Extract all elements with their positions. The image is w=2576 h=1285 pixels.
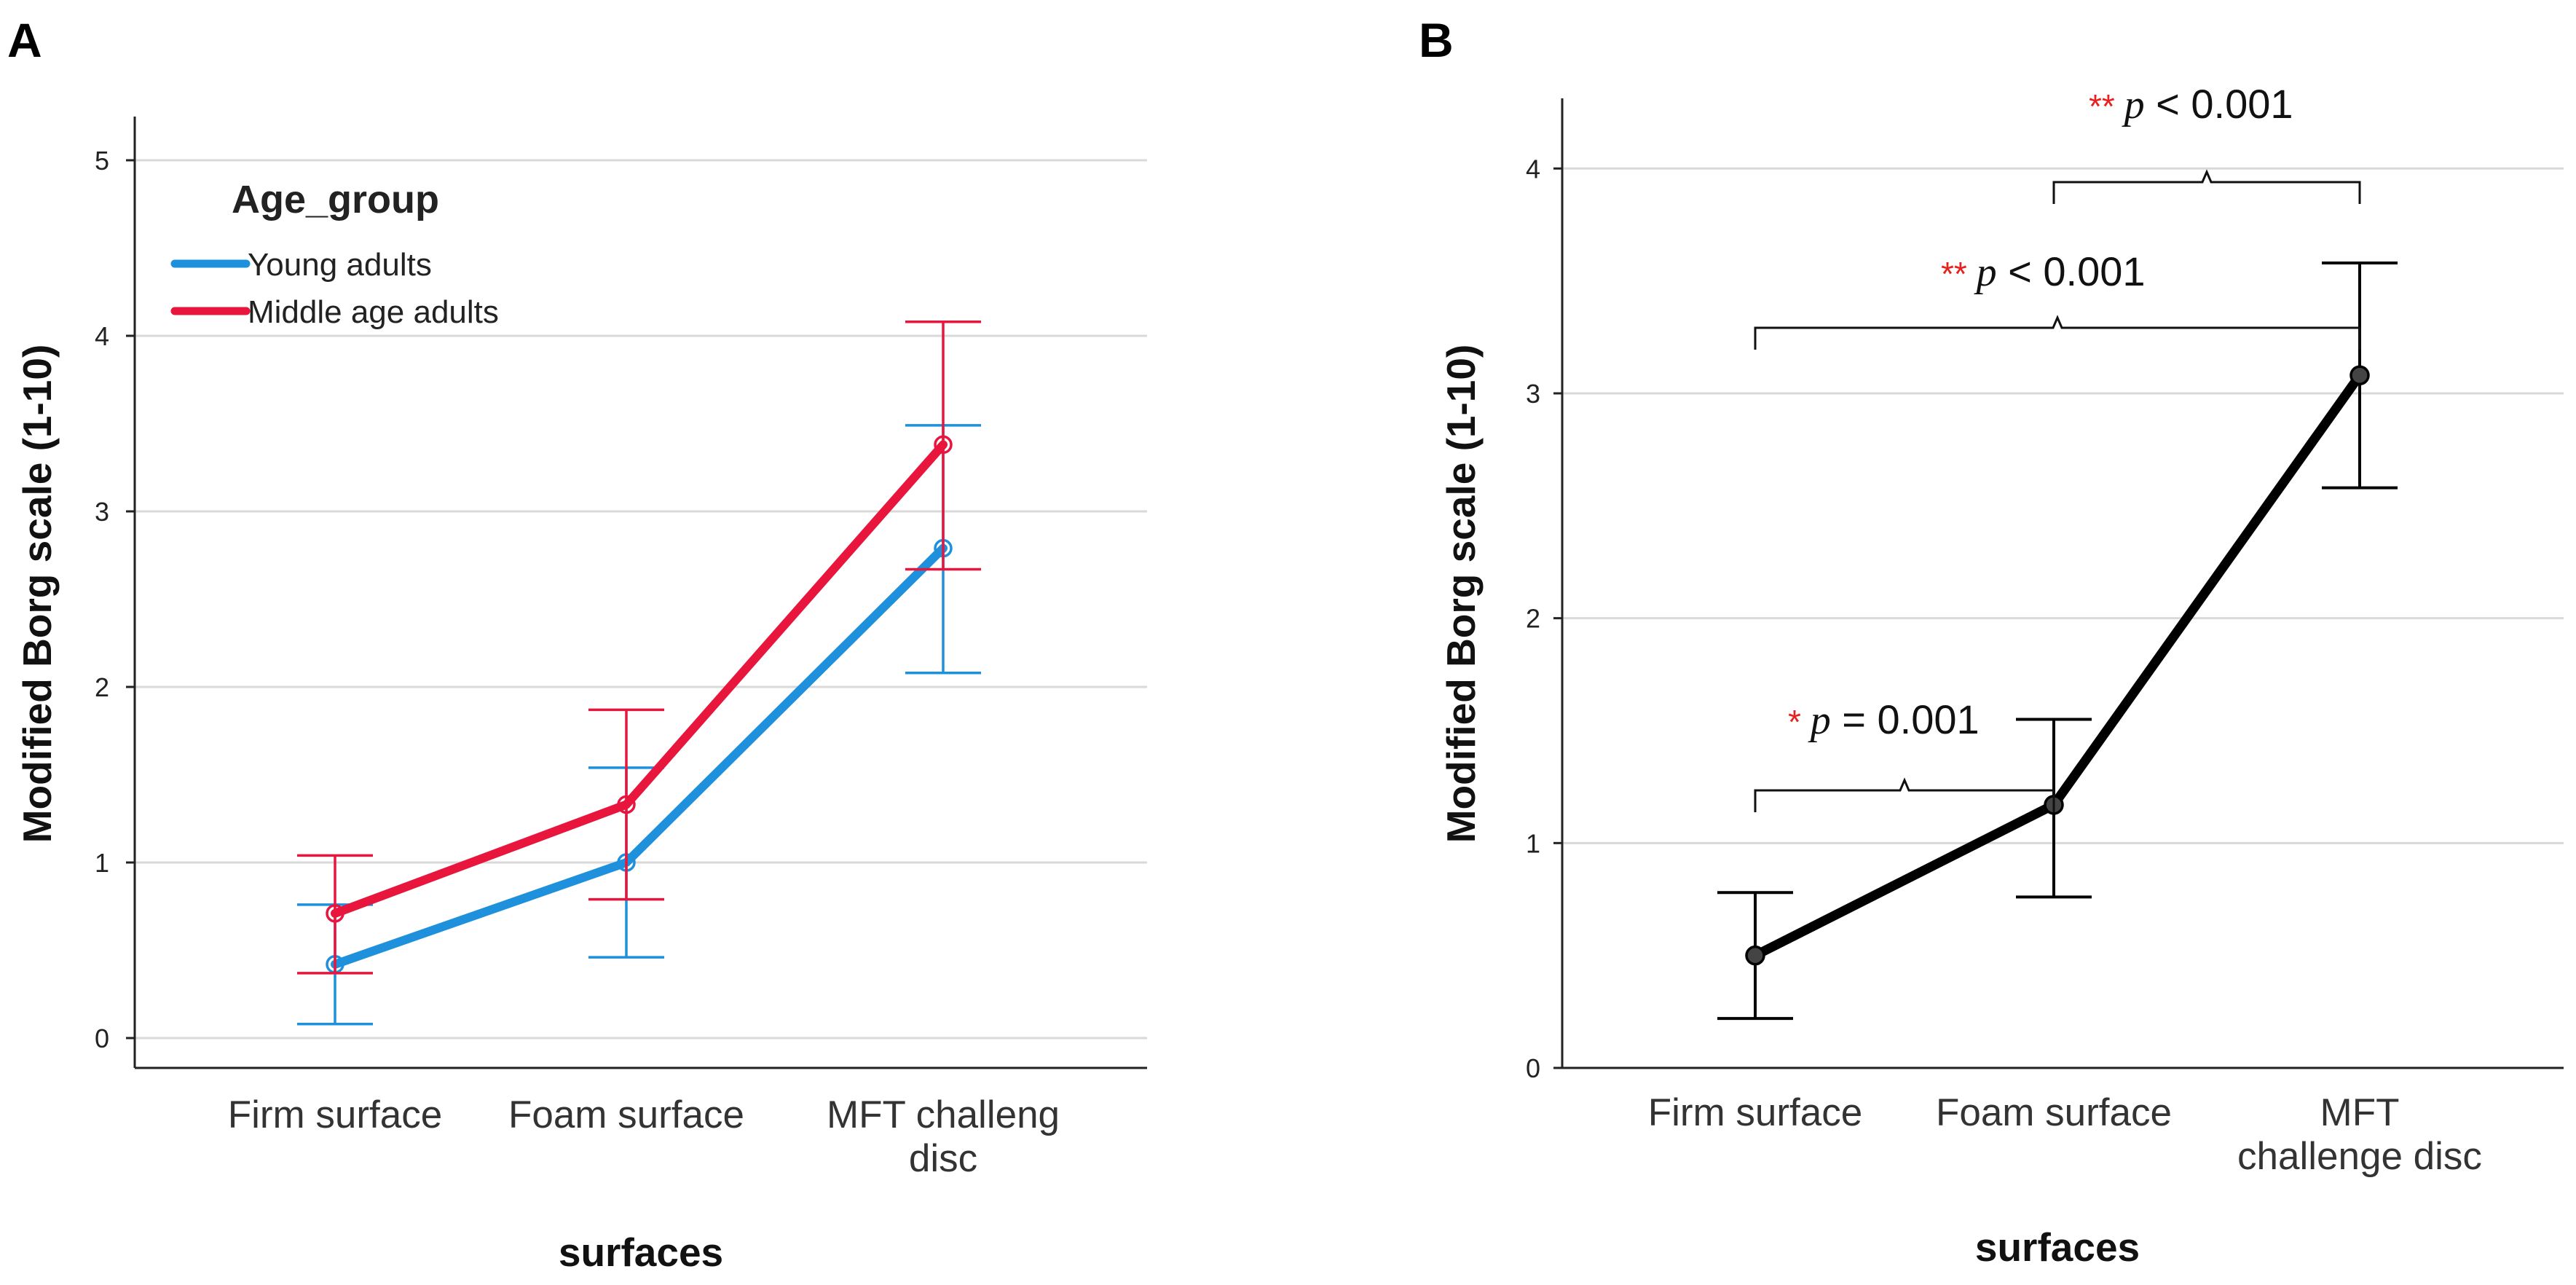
panel-b-y-axis-title: Modified Borg scale (1-10) (1438, 345, 1484, 844)
panel-b-y-tick-label: 2 (1526, 604, 1540, 634)
panel-a-x-tick-label-firm-surface: Firm surface (228, 1093, 442, 1136)
panel-a-x-tick-label-foam-surface: Foam surface (508, 1093, 744, 1136)
panel-b-y-tick-label: 3 (1526, 379, 1540, 409)
panel-b-significance-annotations: * p = 0.001 ** p < 0.001 ** p < 0.001 (1754, 81, 2361, 812)
panel-a-point-middle-age-adults-firm-surface (326, 904, 344, 923)
panel-b-letter: B (1419, 13, 1454, 67)
panel-b-significance-label: ** p < 0.001 (2089, 81, 2293, 127)
panel-a-series (297, 320, 981, 1026)
panel-a-y-tick-label: 1 (95, 848, 109, 878)
panel-b-series-line-all-participants (1750, 370, 2365, 961)
panel-a-point-middle-age-adults-mft-challeng-disc (934, 435, 953, 455)
panel-a-x-tick-label-mft-challeng-disc: MFT challeng disc (827, 1093, 1060, 1180)
panel-b-significance-bracket (1754, 777, 2055, 812)
panel-b-gridlines (1562, 167, 2564, 844)
panel-a: A 0 1 2 3 4 5 Firm surface Foam surface MFT cha… (7, 13, 1147, 1275)
panel-b-point-all-participants-firm-surface (1745, 945, 1765, 966)
panel-a-x-axis-ticks: Firm surface Foam surface MFT challeng disc (228, 1093, 1060, 1180)
panel-a-x-axis-title: surfaces (559, 1230, 723, 1275)
panel-a-y-tick-label: 0 (95, 1023, 109, 1053)
panel-b-point-all-participants-mft-challenge-disc (2349, 365, 2370, 386)
panel-a-series-line-middle-age-adults (331, 440, 948, 918)
panel-b-significance-bracket (2052, 169, 2361, 204)
panel-b-x-tick-label-firm-surface: Firm surface (1648, 1091, 1862, 1134)
panel-b-x-tick-label-mft-challenge-disc: MFT challenge disc (2237, 1091, 2482, 1178)
panel-a-gridlines (135, 159, 1147, 1040)
panel-a-series-line-young-adults (331, 543, 948, 969)
panel-a-y-axis-title: Modified Borg scale (1-10) (15, 345, 60, 844)
panel-a-y-tick-label: 2 (95, 672, 109, 702)
panel-a-y-tick-label: 5 (95, 146, 109, 176)
panel-b-series (1717, 261, 2398, 1021)
panel-b-significance-bracket (1754, 315, 2361, 350)
legend-title: Age_group (232, 178, 439, 221)
panel-b-x-axis-title: surfaces (1975, 1225, 2140, 1270)
panel-b-significance-label: ** p < 0.001 (1941, 248, 2146, 295)
panel-b-y-tick-label: 4 (1526, 154, 1540, 184)
legend-label-young-adults: Young adults (248, 247, 432, 283)
panel-b-y-tick-label: 0 (1526, 1053, 1540, 1083)
panel-b-y-tick-label: 1 (1526, 828, 1540, 858)
panel-a-y-tick-label: 4 (95, 321, 109, 351)
panel-b: B 0 1 2 3 4 Firm surface Foam surface MFT chall… (1419, 13, 2564, 1270)
panel-b-x-tick-label-foam-surface: Foam surface (1936, 1091, 2172, 1134)
panel-a-y-tick-label: 3 (95, 497, 109, 527)
panel-a-letter: A (7, 13, 42, 67)
panel-b-y-axis-ticks: 0 1 2 3 4 (1526, 154, 1562, 1083)
panel-b-significance-label: * p = 0.001 (1788, 696, 1980, 743)
panel-a-y-axis-ticks: 0 1 2 3 4 5 (95, 146, 135, 1053)
panel-a-legend: Age_group Young adults Middle age adults (170, 178, 499, 330)
legend-label-middle-age-adults: Middle age adults (248, 294, 499, 330)
panel-b-x-axis-ticks: Firm surface Foam surface MFT challenge dis… (1648, 1091, 2482, 1178)
panel-a-point-middle-age-adults-foam-surface (617, 795, 636, 814)
